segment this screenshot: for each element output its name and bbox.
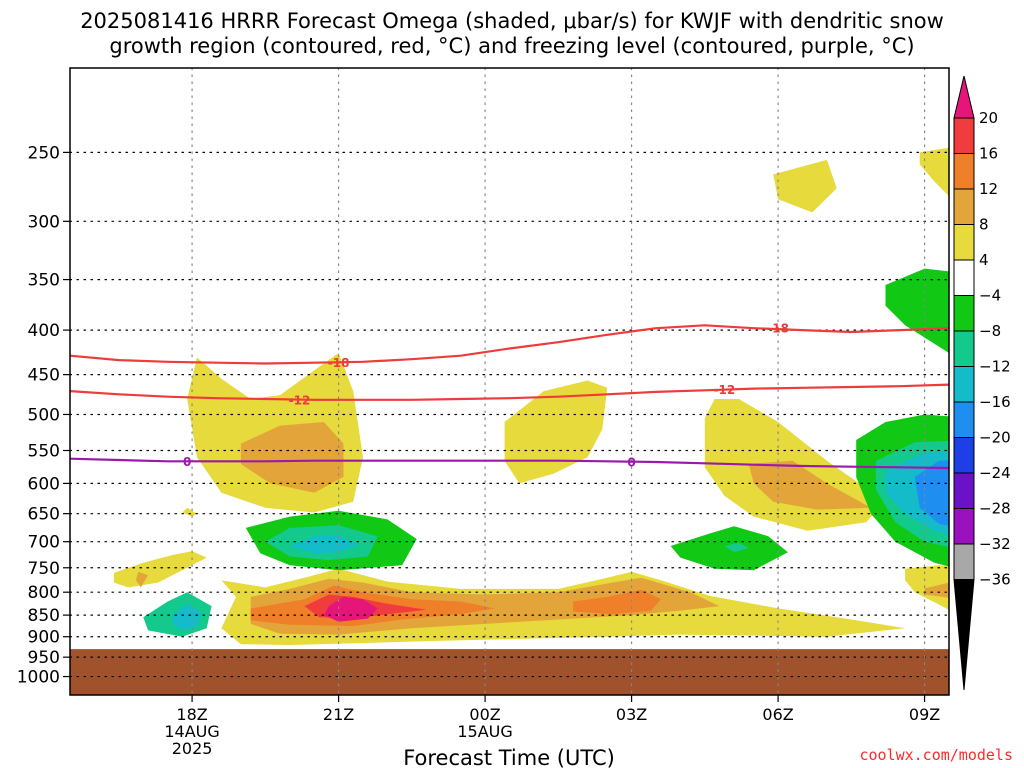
omega-region-8 [573,589,661,615]
colorbar-bin-4 [953,224,975,261]
omega-region-22 [724,542,749,553]
x-axis-label: Forecast Time (UTC) [403,746,615,768]
y-tick-label-300: 300 [28,212,60,232]
x-tick-label-4-0: 06Z [762,705,793,724]
contour-label-1-0: -12 [289,393,311,407]
y-tick-label-850: 850 [28,606,60,626]
omega-region-11 [504,380,608,484]
omega-region-14 [773,159,837,213]
colorbar-bin-9 [953,401,975,438]
x-tick-label-1-0: 21Z [323,705,354,724]
x-tick-label-3-0: 03Z [616,705,647,724]
colorbar-label-1: 16 [979,145,998,163]
plot-frame [69,67,950,696]
colorbar-label-4: 4 [979,251,989,269]
y-tick-label-500: 500 [28,405,60,425]
omega-region-23 [885,268,949,353]
omega-region-1 [240,422,344,493]
grid-lines [69,67,950,696]
colorbar-bin-7 [953,330,975,367]
colorbar-bin-5 [953,259,975,296]
x-tick-label-0-1: 14AUG [164,722,219,741]
contour-line-2 [70,457,949,470]
y-tick-label-900: 900 [28,628,60,648]
x-tick-label-0-0: 18Z [176,705,207,724]
y-tick-label-950: 950 [28,648,60,668]
colorbar-bin-top [953,75,975,119]
ground-terrain [70,649,949,695]
contour-line-1 [70,383,949,401]
omega-region-27 [914,460,949,526]
colorbar-label-5: −4 [979,287,1001,305]
chart-title-line2: growth region (contoured, red, °C) and f… [109,34,914,58]
colorbar-bin-12 [953,508,975,545]
y-tick-label-350: 350 [28,271,60,291]
colorbar-bin-11 [953,472,975,509]
omega-region-20 [289,535,359,554]
temperature-contours [70,324,949,470]
contour-label-2-0: 0 [183,455,191,469]
x-tick-label-0-2: 2025 [172,739,213,758]
y-tick-label-400: 400 [28,321,60,341]
colorbar-label-2: 12 [979,180,998,198]
contour-label-0-1: -18 [767,322,789,336]
y-tick-label-700: 700 [28,533,60,553]
colorbar-bin-bottom [953,579,975,691]
omega-region-16 [905,565,949,610]
y-tick-label-800: 800 [28,583,60,603]
contour-line-0 [70,324,949,365]
omega-shaded-regions [113,147,949,645]
y-tick-label-650: 650 [28,505,60,525]
colorbar-bin-6 [953,295,975,332]
colorbar: 20 16 12 8 4 −4 −8 −12 −16 −20 −24 −28 −32 −36 [953,75,1011,691]
y-tick-label-750: 750 [28,559,60,579]
colorbar-label-12: −32 [979,535,1011,553]
omega-region-3 [113,551,207,588]
colorbar-bin-8 [953,366,975,403]
contour-label-0-0: -18 [328,356,350,370]
x-tick-label-5-0: 09Z [909,705,940,724]
colorbar-bin-13 [953,543,975,580]
contour-labels: -18 -18 -12 -12 0 0 [183,322,789,470]
omega-region-29 [172,603,202,631]
colorbar-label-9: −20 [979,429,1011,447]
x-tick-label-2-1: 15AUG [457,722,512,741]
colorbar-label-7: −12 [979,358,1011,376]
colorbar-bin-1 [953,117,975,154]
y-tick-label-450: 450 [28,366,60,386]
colorbar-bin-10 [953,437,975,474]
colorbar-bin-2 [953,153,975,190]
y-tick-label-250: 250 [28,143,60,163]
credit-text: coolwx.com/models [859,746,1013,764]
omega-region-2 [182,507,197,517]
colorbar-label-10: −24 [979,464,1011,482]
contour-label-2-1: 0 [627,456,635,470]
colorbar-label-11: −28 [979,500,1011,518]
y-tick-label-550: 550 [28,442,60,462]
omega-region-15 [919,147,949,197]
contour-label-1-1: -12 [714,383,736,397]
colorbar-label-8: −16 [979,393,1011,411]
colorbar-label-6: −8 [979,322,1001,340]
colorbar-label-3: 8 [979,216,989,234]
omega-region-17 [924,582,949,598]
colorbar-label-13: −36 [979,571,1011,589]
omega-region-4 [135,571,149,588]
omega-region-13 [748,460,871,510]
chart-title-line1: 2025081416 HRRR Forecast Omega (shaded, … [80,9,944,33]
pressure-axis: 2503003504004505005506006507007508008509… [17,143,70,688]
colorbar-bin-3 [953,188,975,225]
y-tick-label-1000: 1000 [17,668,60,688]
y-tick-label-600: 600 [28,474,60,494]
x-tick-label-2-0: 00Z [469,705,500,724]
colorbar-label-0: 20 [979,109,998,127]
